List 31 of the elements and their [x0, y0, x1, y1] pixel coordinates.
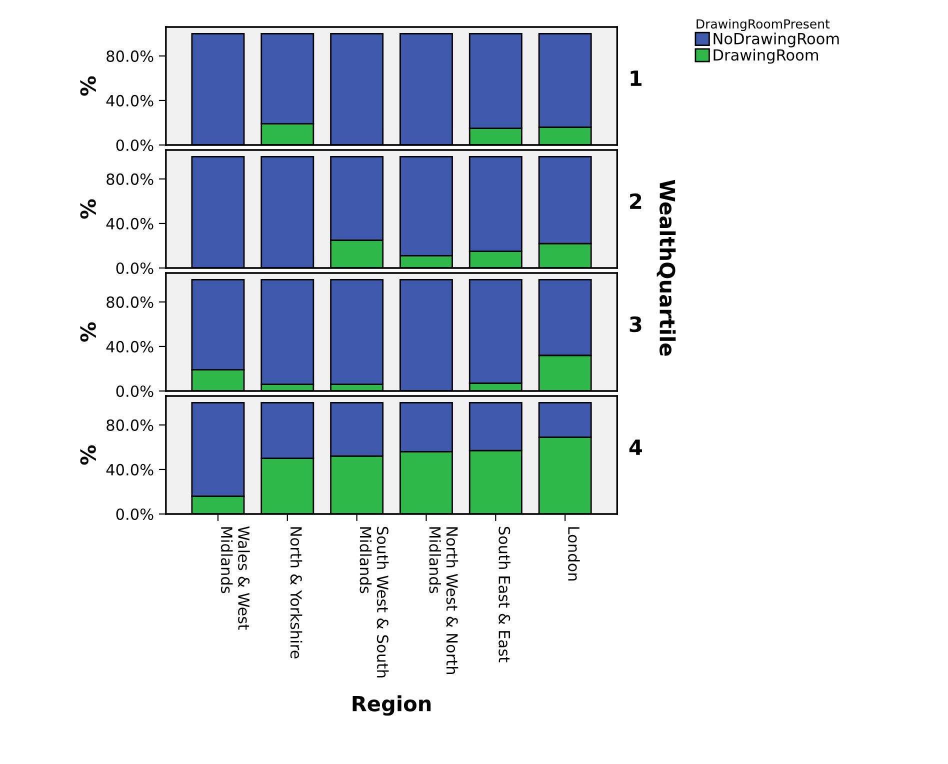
y-axis-title: % — [80, 322, 96, 342]
x-tick-label: London — [568, 527, 580, 581]
y-tick-label: 80.0% — [106, 419, 154, 431]
y-tick-label: 40.0% — [106, 218, 154, 230]
y-tick-label: 80.0% — [106, 50, 154, 62]
y-axis-title: % — [80, 76, 96, 96]
y2-axis-title: 1 — [630, 70, 642, 86]
legend-title: DrawingRoomPresent — [696, 18, 830, 32]
x-tick-label: Wales & West Midlands — [220, 526, 250, 630]
x-axis-title: Region — [352, 695, 431, 716]
y2-axis-title: 2 — [630, 193, 642, 209]
y-tick-label: 0.0% — [116, 139, 154, 152]
y-axis-title: % — [80, 445, 96, 465]
y-tick-label: 80.0% — [106, 296, 154, 308]
y-tick-label: 0.0% — [116, 262, 154, 274]
y-tick-label: 0.0% — [116, 508, 154, 520]
x-tick-label: North West & North Midlands — [429, 527, 458, 674]
y-tick-label: 40.0% — [106, 464, 154, 476]
text: WealthQuartile — [656, 180, 676, 356]
y-tick-label: 0.0% — [116, 385, 154, 398]
x-tick-label: North & Yorkshire — [290, 527, 302, 658]
y-axis-title: % — [80, 199, 96, 219]
x-tick-label: South West & South Midlands — [360, 526, 389, 678]
y-tick-label: 40.0% — [106, 94, 154, 106]
y2-axis-title: 4 — [629, 440, 642, 455]
legend-label: NoDrawingRoom — [714, 32, 839, 48]
legend-label: DrawingRoom — [714, 48, 818, 64]
x-tick-label: South East & East — [498, 526, 510, 662]
y-tick-label: 80.0% — [106, 173, 154, 185]
y2-axis-title: 3 — [630, 316, 642, 332]
y-tick-label: 40.0% — [106, 340, 154, 352]
